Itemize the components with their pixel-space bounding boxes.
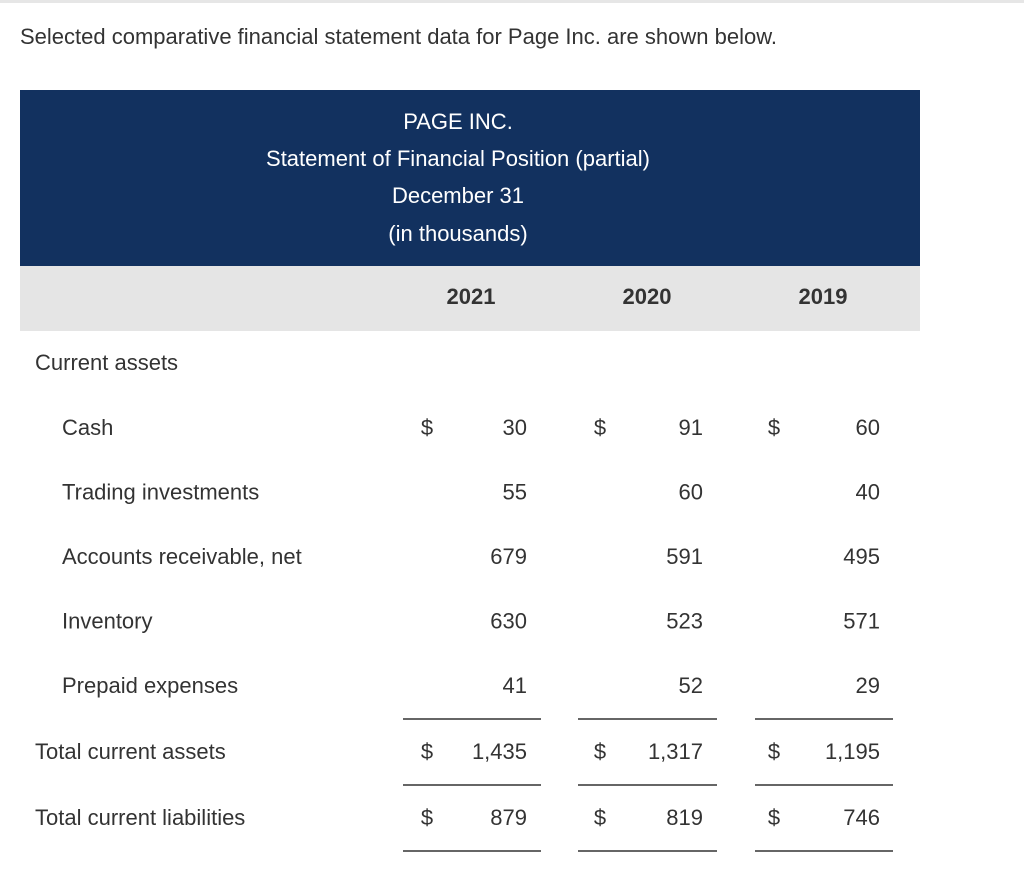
cell-value: 495 xyxy=(843,544,880,569)
row-label: Trading investments xyxy=(62,479,259,504)
currency: $ xyxy=(421,805,433,830)
currency: $ xyxy=(594,805,606,830)
cell-value: 30 xyxy=(503,415,527,440)
cell-value: 879 xyxy=(490,805,527,830)
cell-value: 29 xyxy=(856,673,880,698)
cell-value: 60 xyxy=(679,479,703,504)
cell-value: 91 xyxy=(679,415,703,440)
section-label: Current assets xyxy=(35,350,178,375)
currency: $ xyxy=(421,415,433,440)
column-header xyxy=(20,266,920,331)
cell-value: 591 xyxy=(666,544,703,569)
cell-value: 1,317 xyxy=(648,739,703,764)
cell-value: 1,195 xyxy=(825,739,880,764)
column-year: 2020 xyxy=(623,284,672,309)
cell-value: 523 xyxy=(666,608,703,633)
row-label: Inventory xyxy=(62,608,153,633)
cell-value: 746 xyxy=(843,805,880,830)
row-label: Total current liabilities xyxy=(35,805,245,830)
currency: $ xyxy=(594,415,606,440)
cell-value: 41 xyxy=(503,673,527,698)
cell-value: 630 xyxy=(490,608,527,633)
cell-value: 819 xyxy=(666,805,703,830)
header-line: PAGE INC. xyxy=(403,109,513,134)
cell-value: 679 xyxy=(490,544,527,569)
header-line: (in thousands) xyxy=(388,221,527,246)
cell-value: 60 xyxy=(856,415,880,440)
column-year: 2021 xyxy=(447,284,496,309)
table-header xyxy=(20,90,920,266)
row-label: Total current assets xyxy=(35,739,226,764)
currency: $ xyxy=(768,805,780,830)
currency: $ xyxy=(768,415,780,440)
intro: Selected comparative financial statement… xyxy=(20,24,777,49)
currency: $ xyxy=(768,739,780,764)
currency: $ xyxy=(421,739,433,764)
cell-value: 40 xyxy=(856,479,880,504)
column-year: 2019 xyxy=(799,284,848,309)
top-bar xyxy=(0,0,1024,3)
header-line: December 31 xyxy=(392,183,524,208)
cell-value: 55 xyxy=(503,479,527,504)
currency: $ xyxy=(594,739,606,764)
row-label: Accounts receivable, net xyxy=(62,544,302,569)
cell-value: 1,435 xyxy=(472,739,527,764)
header-line: Statement of Financial Position (partial… xyxy=(266,146,650,171)
cell-value: 571 xyxy=(843,608,880,633)
cell-value: 52 xyxy=(679,673,703,698)
row-label: Prepaid expenses xyxy=(62,673,238,698)
row-label: Cash xyxy=(62,415,113,440)
